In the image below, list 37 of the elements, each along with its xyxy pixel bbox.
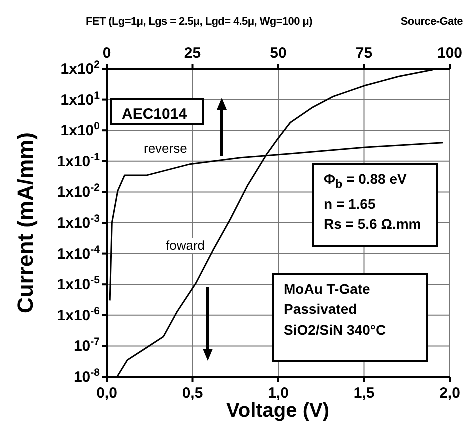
annotation: Φ$_{b}$ = 0.88 eV [324,170,408,193]
y-tick-label: 10$^{-7}$ [74,336,100,356]
y-axis-title: Current (mA/mm) [13,132,39,314]
y-tick-label: 1x10$^{-2}$ [57,182,100,202]
chart-title: FET (Lg=1μ, Lgs = 2.5μ, Lgd= 4.5μ, Wg=100 μ) [86,16,312,28]
device-label-box: AEC1014 [110,98,204,125]
x-tick-label: 1,0 [268,385,289,402]
x-tick-label: 0,5 [182,385,204,402]
y-tick-label: 1x10$^{0}$ [60,120,100,140]
y-tick-label: 1x10$^{-5}$ [57,274,100,294]
process-box: MoAu T-Gate Passivated SiO2/SiN 340°C [272,273,428,362]
x2-tick-label: 0 [102,45,112,62]
annotation: foward [166,238,206,253]
annotation: Passivated [284,300,358,320]
annotation: MoAu T-Gate [284,280,372,299]
y-tick-label: 1x10$^{-1}$ [57,151,100,170]
y-tick-label: 1x10$^{-6}$ [57,305,100,324]
x-tick-label: 2,0 [440,385,460,402]
x-tick-label: 1,5 [354,385,375,402]
y-tick-label: 1x10$^{1}$ [60,90,100,109]
x2-tick-label: 100 [437,45,463,62]
annotation: Rs = 5.6 Ω.mm [324,215,422,234]
x-axis-title: Voltage (V) [226,400,330,423]
y-tick-label: 1x10$^{-4}$ [57,244,100,263]
y-tick-label: 1x10$^{2}$ [60,59,100,78]
parameter-box: Φ$_{b}$ = 0.88 eV n = 1.65 Rs = 5.6 Ω.mm [312,163,438,247]
x2-tick-label: 75 [356,45,373,62]
x2-axis-title: Source-Gate [400,16,463,28]
x2-tick-label: 25 [184,45,202,62]
y-tick-label: 1x10$^{-3}$ [57,213,100,232]
y-tick-label: 10$^{-8}$ [74,367,100,386]
annotation: n = 1.65 [324,194,377,214]
annotation: reverse [144,141,188,156]
x2-tick-label: 50 [270,45,287,62]
x-tick-label: 0,0 [96,385,118,402]
annotation: AEC1014 [122,105,188,125]
annotation: SiO2/SiN 340°C [284,320,388,340]
